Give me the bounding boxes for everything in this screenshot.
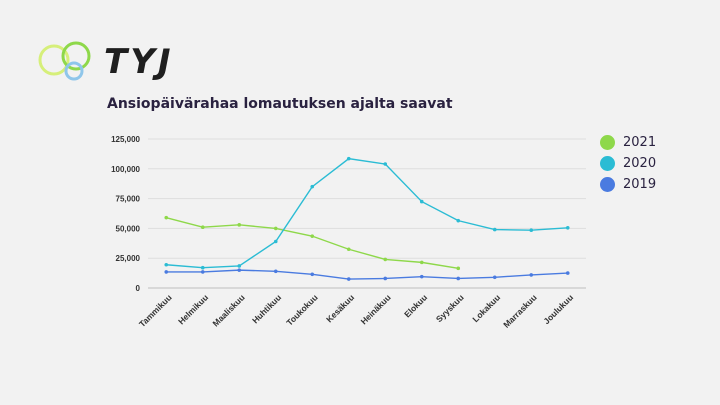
x-tick-label: Lokakuu [470, 292, 502, 324]
data-point-2020 [346, 156, 351, 161]
logo-circle-left [38, 44, 70, 76]
x-tick-label: Kesäkuu [324, 292, 356, 324]
legend-swatch [600, 177, 615, 192]
data-point-2020 [273, 239, 278, 244]
y-tick-label: 50,000 [116, 224, 141, 233]
data-point-2021 [310, 234, 315, 238]
data-point-2021 [419, 260, 424, 265]
data-point-2019 [565, 271, 570, 275]
y-tick-label: 100,000 [111, 165, 140, 174]
data-point-2020 [310, 184, 315, 189]
x-tick-label: Marraskuu [501, 292, 538, 329]
data-point-2019 [273, 269, 278, 274]
legend-item: 2019 [600, 174, 656, 195]
legend-swatch [600, 156, 615, 171]
series-line-2020 [166, 157, 568, 269]
x-tick-label: Huhtikuu [250, 292, 283, 325]
logo-circle-bottom [64, 61, 84, 81]
y-tick-label: 0 [136, 284, 141, 293]
legend-label: 2021 [623, 135, 657, 150]
legend-item: 2021 [600, 132, 656, 153]
data-point-2020 [492, 227, 497, 232]
x-tick-label: Heinäkuu [359, 292, 393, 326]
chart-title: Ansiopäivärahaa lomautuksen ajalta saava… [107, 96, 453, 112]
data-point-2019 [200, 270, 205, 274]
x-tick-label: Tammikuu [137, 292, 174, 329]
data-point-2021 [456, 266, 461, 271]
tyj-logo [38, 41, 91, 81]
series-line-2021 [166, 216, 459, 270]
data-point-2020 [529, 228, 534, 232]
logo-circle-right [61, 41, 91, 71]
series-line-2019 [166, 269, 568, 280]
y-tick-label: 25,000 [116, 254, 141, 263]
data-point-2021 [237, 223, 242, 227]
data-point-2019 [419, 274, 424, 279]
data-point-2019 [383, 276, 388, 281]
data-point-2020 [200, 265, 205, 270]
data-point-2020 [383, 162, 388, 166]
data-point-2021 [383, 257, 388, 262]
data-point-2020 [164, 262, 169, 267]
x-tick-label: Helmikuu [176, 292, 210, 326]
data-point-2020 [565, 226, 570, 230]
data-point-2019 [529, 273, 534, 277]
data-point-2019 [456, 276, 461, 281]
y-tick-label: 75,000 [116, 195, 141, 204]
data-point-2019 [237, 268, 242, 272]
data-point-2021 [164, 215, 169, 220]
y-tick-label: 125,000 [111, 135, 140, 144]
data-point-2020 [419, 199, 424, 204]
data-point-2021 [200, 225, 205, 230]
legend-swatch [600, 135, 615, 150]
x-tick-label: Syyskuu [434, 292, 466, 324]
data-point-2019 [346, 277, 351, 281]
legend-item: 2020 [600, 153, 656, 174]
x-tick-label: Toukokuu [284, 292, 319, 327]
data-point-2019 [492, 275, 497, 280]
data-point-2021 [273, 226, 278, 231]
x-tick-label: Joulukuu [541, 292, 575, 326]
x-tick-label: Elokuu [402, 292, 429, 319]
legend-label: 2019 [623, 177, 657, 192]
chart-legend: 2021 2020 2019 [600, 132, 656, 195]
data-point-2020 [237, 264, 242, 268]
data-point-2020 [456, 218, 461, 223]
x-tick-label: Maaliskuu [211, 292, 247, 328]
legend-label: 2020 [623, 156, 657, 171]
logo-text: TYJ [104, 42, 174, 82]
data-point-2019 [310, 272, 315, 277]
data-point-2021 [346, 247, 351, 252]
data-point-2019 [164, 270, 169, 274]
